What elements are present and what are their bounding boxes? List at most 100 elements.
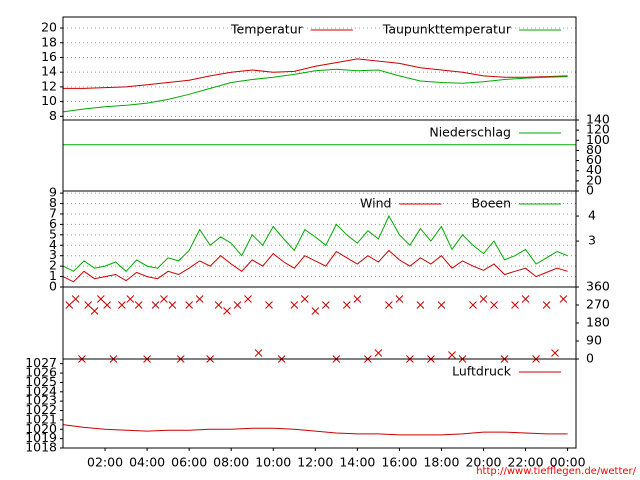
point <box>521 295 530 303</box>
y-tick-label: 10 <box>41 93 57 108</box>
y2-tick-label: 4 <box>588 208 596 223</box>
x-tick-label: 12:00 <box>297 455 333 470</box>
x-tick-label: 08:00 <box>213 455 249 470</box>
x-tick-label: 14:00 <box>339 455 375 470</box>
point <box>65 301 74 309</box>
point <box>395 295 404 303</box>
point <box>214 301 223 309</box>
point <box>84 301 93 309</box>
point <box>71 295 80 303</box>
point <box>254 349 263 357</box>
y2-tick-label: 3 <box>588 233 596 248</box>
y-tick-label: 120 <box>586 122 610 137</box>
point <box>185 301 194 309</box>
point <box>511 301 519 309</box>
point <box>103 301 112 309</box>
point <box>551 349 559 357</box>
y-tick-label: 4 <box>49 237 57 252</box>
x-tick-label: 20:00 <box>465 455 501 470</box>
x-tick-label: 10:00 <box>255 455 291 470</box>
y-tick-label: 18 <box>41 34 57 49</box>
point <box>290 301 299 309</box>
y-tick-label: 1020 <box>25 421 57 436</box>
y-tick-label: 14 <box>41 64 57 79</box>
point <box>160 295 168 303</box>
y-tick-label: 1019 <box>25 430 57 445</box>
point <box>469 301 477 309</box>
y-tick-label: 1025 <box>25 374 57 389</box>
y-tick-label: 140 <box>586 112 610 127</box>
series-line <box>62 68 568 113</box>
y-tick-label: 80 <box>586 142 602 157</box>
point <box>385 301 393 309</box>
y-tick-label: 5 <box>49 226 57 241</box>
series-line <box>62 424 568 436</box>
legend-label: Wind <box>360 196 391 211</box>
point <box>96 295 105 303</box>
series-line <box>63 58 568 89</box>
y-tick-label: 12 <box>41 78 57 93</box>
y-tick-label: 0 <box>49 279 57 294</box>
x-tick-label: 16:00 <box>381 455 417 470</box>
point <box>90 307 99 315</box>
point <box>233 301 242 309</box>
y-tick-label: 20 <box>41 20 57 35</box>
y-tick-label: 1024 <box>25 383 57 398</box>
x-tick-label: 02:00 <box>87 455 123 470</box>
point <box>118 301 126 309</box>
y-tick-label: 1022 <box>25 402 57 417</box>
point <box>265 301 273 309</box>
point <box>244 295 252 303</box>
legend-label: Niederschlag <box>429 125 511 140</box>
point <box>542 301 551 309</box>
point <box>321 301 330 309</box>
point <box>126 295 135 303</box>
legend-label: Taupunkttemperatur <box>382 22 512 37</box>
point <box>490 301 498 309</box>
x-tick-label: 22:00 <box>508 455 544 470</box>
series-line <box>62 214 568 272</box>
y-tick-label: 270 <box>586 297 610 312</box>
y-tick-label: 0 <box>586 351 594 366</box>
y-tick-label: 1018 <box>25 440 57 455</box>
point <box>416 301 425 309</box>
y-tick-label: 20 <box>586 172 602 187</box>
point <box>479 295 488 303</box>
y-tick-label: 2 <box>49 258 57 273</box>
point <box>195 295 204 303</box>
legend-label: Temperatur <box>230 22 304 37</box>
legend-label: Boeen <box>471 196 511 211</box>
y-tick-label: 100 <box>586 132 610 147</box>
series-line <box>62 249 568 283</box>
y-tick-label: 1 <box>49 268 57 283</box>
point <box>353 295 362 303</box>
credit: http://www.tiefflegen.de/wetter/ <box>476 466 636 477</box>
y-tick-label: 90 <box>586 333 602 348</box>
y-tick-label: 0 <box>586 183 594 198</box>
point <box>559 295 568 303</box>
legend-label: Luftdruck <box>452 364 512 379</box>
x-tick-label: 18:00 <box>423 455 459 470</box>
y-tick-label: 40 <box>586 162 602 177</box>
y-tick-label: 1026 <box>25 365 57 380</box>
y-tick-label: 8 <box>49 108 57 123</box>
y-tick-label: 1023 <box>25 393 57 408</box>
y-tick-label: 6 <box>49 216 57 231</box>
x-tick-label: 06:00 <box>171 455 207 470</box>
x-tick-label: 04:00 <box>129 455 165 470</box>
point <box>374 349 383 357</box>
y-tick-label: 7 <box>49 205 57 220</box>
y-tick-label: 8 <box>49 195 57 210</box>
y-tick-label: 60 <box>586 152 602 167</box>
y-tick-label: 1021 <box>25 411 57 426</box>
point <box>168 301 177 309</box>
panel-frame <box>62 358 577 449</box>
y-tick-label: 3 <box>49 247 57 262</box>
x-tick-label: 00:00 <box>550 455 586 470</box>
point <box>311 307 320 315</box>
point <box>342 301 351 309</box>
point <box>437 301 446 309</box>
